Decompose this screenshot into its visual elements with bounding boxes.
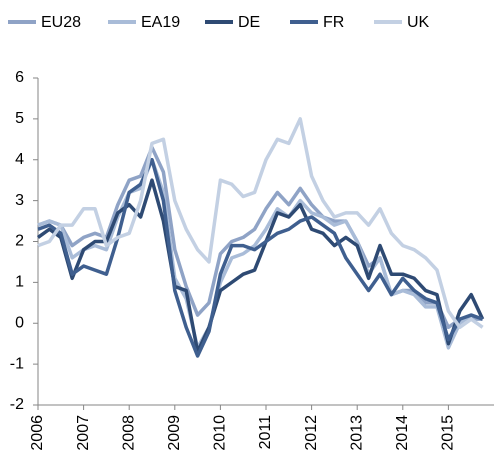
legend-label: DE [238,14,260,31]
y-tick-label: 1 [15,274,24,291]
x-tick-label: 2007 [75,415,92,451]
series-line [37,158,484,358]
y-tick-label: 3 [15,192,24,209]
y-tick-label: 5 [15,110,24,127]
legend-label: EU28 [41,14,81,31]
x-tick-label: 2009 [166,415,183,451]
x-tick-label: 2013 [348,415,365,451]
x-tick-label: 2011 [257,415,274,450]
legend-label: EA19 [141,14,180,31]
y-tick-label: 0 [15,314,24,331]
x-tick-label: 2006 [29,415,46,451]
y-tick-label: 4 [15,151,24,168]
series-line [36,178,485,354]
legend-label: FR [323,14,344,31]
x-tick-label: 2012 [303,415,320,451]
series-line [37,145,483,330]
x-tick-label: 2008 [120,415,137,451]
x-tick-label: 2015 [440,415,457,451]
y-tick-label: 6 [15,69,24,86]
x-tick-label: 2010 [212,415,229,451]
legend-label: UK [407,14,430,31]
x-tick-label: 2014 [394,415,411,451]
y-tick-label: -1 [10,355,24,372]
series-line [37,117,484,330]
y-tick-label: 2 [15,233,24,250]
series-line [37,158,484,350]
y-tick-label: -2 [10,396,24,413]
